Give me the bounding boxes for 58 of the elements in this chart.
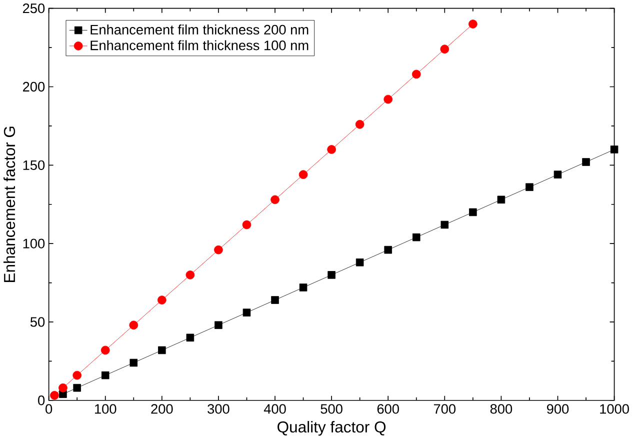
- point: [271, 296, 279, 304]
- point: [412, 233, 420, 242]
- x-tick-label: 900: [546, 404, 569, 414]
- point: [186, 334, 194, 342]
- y-axis-title: Enhancement factor G: [4, 126, 16, 282]
- legend-label: Enhancement film thickness 100 nm: [90, 40, 308, 50]
- point: [270, 195, 280, 204]
- point: [384, 246, 392, 254]
- point: [298, 170, 308, 179]
- point: [158, 346, 166, 354]
- point: [214, 321, 222, 329]
- x-tick-label: 0: [46, 404, 52, 414]
- x-tick-label: 300: [208, 404, 230, 414]
- point: [384, 94, 393, 104]
- point: [440, 44, 450, 54]
- point: [440, 220, 449, 229]
- point: [526, 183, 534, 191]
- point: [242, 308, 251, 316]
- y-tick-label: 250: [23, 3, 45, 14]
- point: [412, 70, 421, 79]
- x-tick-label: 600: [377, 404, 399, 414]
- point: [554, 170, 562, 178]
- point: [469, 208, 477, 216]
- point: [158, 296, 166, 304]
- y-tick-label: 100: [23, 238, 45, 248]
- point: [100, 346, 110, 355]
- x-tick-label: 200: [151, 404, 173, 414]
- point: [582, 158, 590, 166]
- legend-label: Enhancement film thickness 200 nm: [90, 24, 308, 34]
- x-tick-label: 400: [264, 404, 286, 414]
- point: [214, 245, 223, 254]
- x-tick-label: 700: [434, 404, 456, 414]
- point: [242, 220, 252, 230]
- y-tick-label: 200: [23, 82, 45, 92]
- y-tick-label: 50: [30, 317, 45, 327]
- y-tick-label: 150: [23, 160, 45, 170]
- point: [186, 270, 195, 280]
- point: [50, 390, 59, 400]
- point: [356, 258, 364, 266]
- point: [327, 144, 336, 154]
- x-tick-label: 100: [95, 404, 116, 414]
- x-axis-title: Quality factor Q: [278, 420, 386, 436]
- point: [299, 283, 308, 292]
- x-tick-label: 1000: [600, 404, 629, 414]
- point: [130, 358, 138, 367]
- point: [468, 20, 478, 28]
- point: [610, 145, 618, 154]
- point: [58, 383, 68, 392]
- point: [355, 120, 364, 129]
- point: [73, 384, 81, 392]
- y-tick-label: 0: [38, 395, 45, 406]
- point: [129, 320, 138, 330]
- point: [328, 270, 336, 279]
- point: [497, 196, 506, 204]
- x-tick-label: 800: [490, 404, 512, 414]
- point: [72, 370, 82, 380]
- point: [101, 371, 110, 380]
- x-tick-label: 500: [320, 404, 342, 414]
